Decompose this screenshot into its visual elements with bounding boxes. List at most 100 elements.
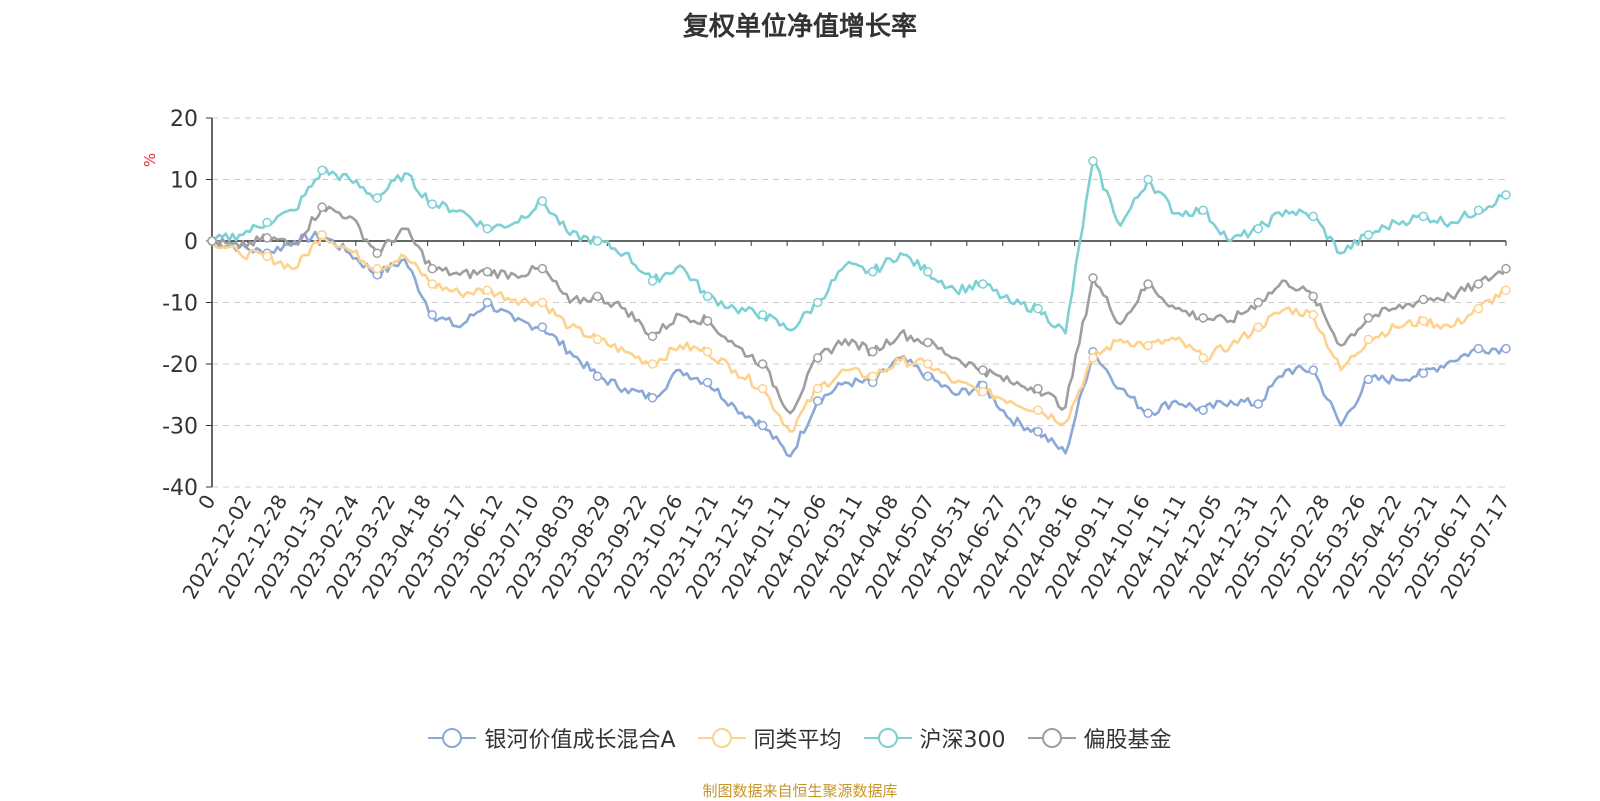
series-2-point [482, 223, 493, 234]
series-2-point [1088, 156, 1098, 166]
series-3-point [757, 359, 768, 369]
series-0-point [1473, 343, 1484, 354]
series-0-point [923, 371, 933, 382]
legend-line-icon [697, 728, 746, 748]
series-3-point [372, 248, 382, 259]
series-0-point [1143, 408, 1153, 418]
series-2-point [812, 297, 823, 308]
chart-title: 复权单位净值增长率 [682, 12, 917, 42]
series-1-point [1363, 334, 1374, 345]
y-tick-label: 10 [170, 169, 198, 194]
series-2-point [1198, 205, 1208, 215]
series-0-point [812, 396, 823, 406]
series-3-point [1418, 294, 1429, 305]
series-3-point [1501, 263, 1511, 274]
series-2-point [1253, 223, 1263, 234]
legend-line-icon [428, 728, 477, 748]
y-axis-label: % [141, 153, 159, 167]
y-tick-label: -10 [162, 292, 198, 317]
series-line-0 [211, 230, 1507, 458]
x-tick-label: 0 [193, 491, 220, 514]
legend-label: 银河价值成长混合A [484, 728, 676, 753]
y-tick-label: -20 [162, 353, 198, 378]
legend-item-series-1[interactable]: 同类平均 [697, 722, 842, 754]
series-0-point [1501, 343, 1511, 354]
series-1-point [757, 383, 768, 394]
series-2-point [592, 236, 603, 246]
legend: 银河价值成长混合A 同类平均 沪深300 偏股基金 [0, 722, 1600, 754]
series-1-point [1198, 353, 1208, 363]
series-3-point [1198, 313, 1208, 323]
legend-label: 偏股基金 [1083, 728, 1172, 753]
y-tick-label: -30 [162, 415, 198, 440]
series-1-point [1418, 316, 1429, 326]
series-0-point [482, 297, 493, 308]
series-1-point [1501, 285, 1511, 295]
source-note: 制图数据来自恒生聚源数据库 [702, 782, 898, 800]
series-3-point [923, 337, 933, 348]
series-1-point [868, 371, 878, 382]
gridlines [212, 117, 1506, 488]
series-1-point [262, 251, 272, 262]
series-3-point [1308, 291, 1319, 302]
y-tick-label: 20 [170, 107, 198, 132]
series-1-point [647, 359, 658, 369]
series-2-point [702, 291, 713, 302]
series-1-point [537, 297, 548, 308]
series-3-point [1473, 279, 1484, 289]
series-line-3 [211, 205, 1508, 415]
series-2-point [923, 267, 933, 277]
series-3-point [812, 353, 823, 363]
legend-item-series-2[interactable]: 沪深300 [863, 722, 1006, 754]
series-3-point [262, 233, 272, 243]
series-2-point [1363, 230, 1374, 240]
series-lines [207, 156, 1511, 458]
series-3-point [427, 263, 438, 274]
legend-line-icon [1027, 728, 1076, 748]
axes: 20100-10-20-30-4002022-12-022022-12-2820… [162, 107, 1514, 603]
series-3-point [702, 316, 713, 326]
series-3-point [317, 202, 327, 212]
series-0-point [1418, 368, 1429, 378]
series-2-point [262, 217, 272, 228]
series-1-point [1088, 353, 1098, 363]
series-2-point [1473, 205, 1484, 215]
y-tick-label: -40 [162, 476, 198, 501]
series-3-point [592, 291, 603, 302]
series-3-point [537, 263, 548, 274]
series-1-point [702, 346, 713, 357]
series-2-point [372, 193, 382, 203]
series-2-point [427, 199, 438, 209]
series-1-point [1253, 322, 1263, 332]
series-2-point [978, 279, 988, 289]
series-0-point [592, 371, 603, 382]
series-2-point [1501, 190, 1511, 200]
series-2-point [317, 165, 327, 176]
legend-label: 沪深300 [919, 728, 1006, 753]
series-1-point [1033, 405, 1043, 415]
series-3-point [868, 346, 878, 357]
series-3-point [978, 365, 988, 375]
series-1-point [978, 386, 988, 397]
series-1-point [1143, 340, 1153, 351]
series-2-point [1308, 211, 1319, 222]
series-3-point [482, 267, 493, 277]
legend-line-icon [863, 728, 912, 748]
series-1-point [1473, 303, 1484, 314]
y-tick-label: 0 [184, 230, 198, 255]
series-0-point [647, 393, 658, 403]
series-3-point [207, 236, 217, 246]
series-1-point [1308, 310, 1319, 320]
series-1-point [923, 359, 933, 369]
series-0-point [1198, 405, 1208, 415]
series-1-point [592, 334, 603, 345]
series-2-point [537, 196, 548, 206]
series-0-point [1363, 374, 1374, 385]
legend-item-series-0[interactable]: 银河价值成长混合A [428, 722, 676, 754]
legend-item-series-3[interactable]: 偏股基金 [1027, 722, 1172, 754]
series-3-point [1033, 383, 1043, 394]
series-3-point [1363, 313, 1374, 323]
series-1-point [812, 383, 823, 394]
series-2-point [647, 276, 658, 286]
